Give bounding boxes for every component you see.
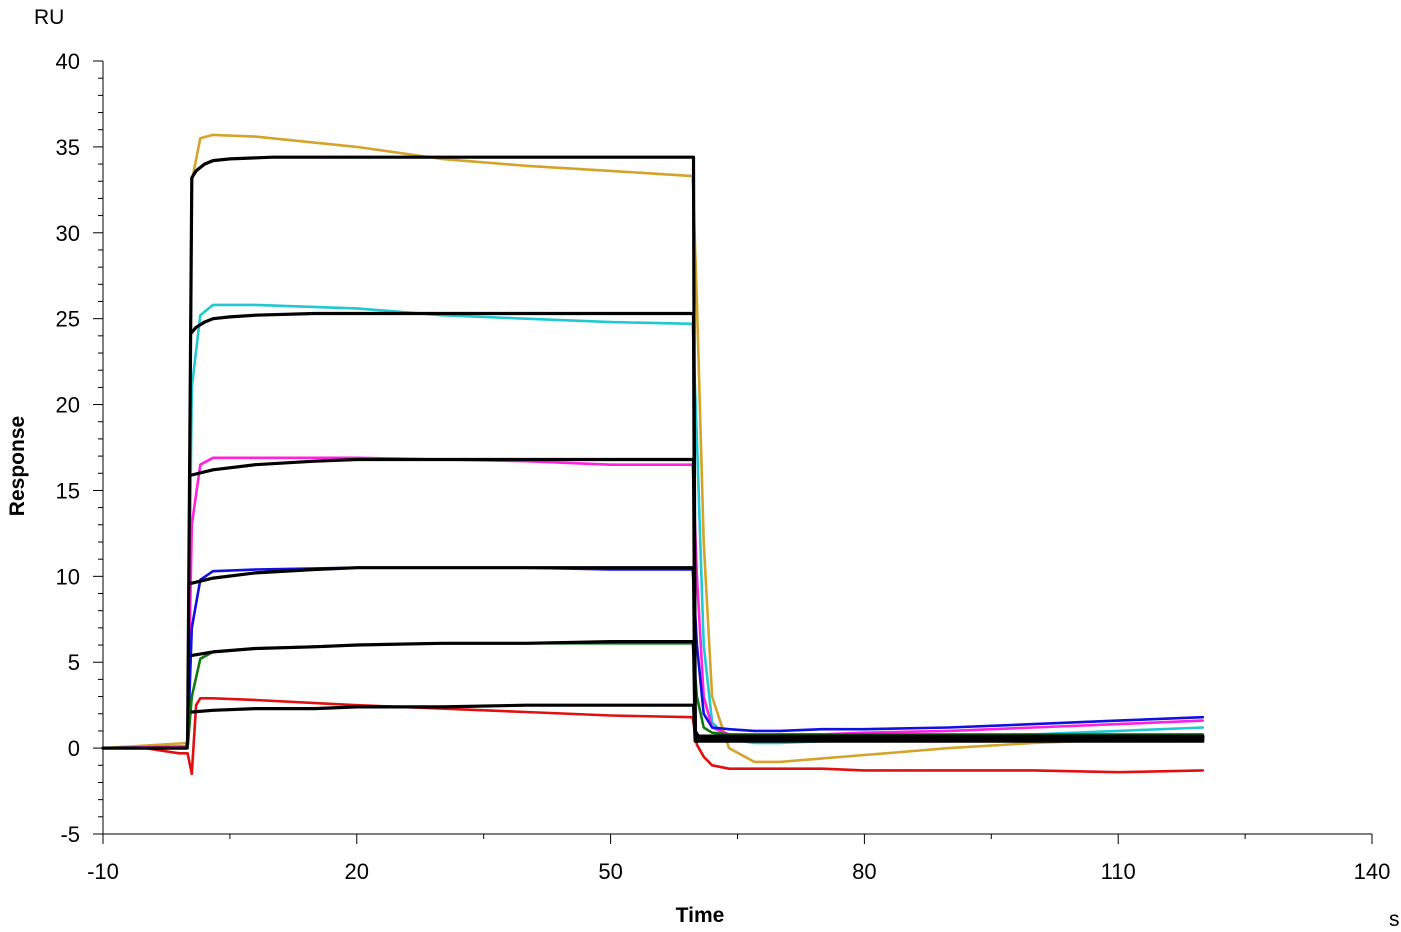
fit-curve-line [190, 566, 1205, 738]
fit-curve-line [190, 703, 1205, 743]
y-tick-label: 30 [56, 221, 80, 246]
y-tick-label: 10 [56, 564, 80, 589]
y-tick-label: 5 [68, 650, 80, 675]
x-tick-label: -10 [87, 859, 119, 884]
fit-curve-line [101, 155, 1205, 750]
axis-labels: RU Response Time s [6, 6, 1400, 931]
x-tick-label: 140 [1354, 859, 1391, 884]
y-tick-label: 0 [68, 736, 80, 761]
x-tick-label: 110 [1101, 859, 1136, 884]
y-tick-label: 15 [56, 478, 80, 503]
y-tick-label: -5 [60, 822, 80, 847]
axes: -5 0 5 10 15 20 25 30 35 40 -10 20 50 80 110 140 [56, 49, 1391, 884]
fit-curve-line [190, 457, 1205, 738]
y-unit-label: RU [34, 6, 64, 29]
response-curve-line [101, 696, 1205, 776]
x-axis-title: Time [676, 904, 725, 927]
x-tick-label: 20 [345, 859, 369, 884]
fit-curve-line [190, 639, 1205, 740]
y-tick-label: 35 [56, 135, 80, 160]
y-axis-title: Response [6, 416, 29, 516]
response-curve-line [101, 133, 1205, 764]
x-tick-label: 50 [598, 859, 622, 884]
response-curve-line [101, 566, 1205, 750]
response-curve-line [101, 456, 1205, 750]
y-tick-label: 40 [56, 49, 80, 74]
y-tick-label: 20 [56, 393, 80, 418]
x-unit-label: s [1389, 908, 1400, 931]
fit-curve-line [190, 311, 1205, 740]
response-curve-line [101, 303, 1205, 750]
x-tick-label: 80 [852, 859, 876, 884]
response-curve-line [101, 641, 1205, 750]
y-tick-label: 25 [56, 307, 80, 332]
plot-area [101, 133, 1205, 776]
